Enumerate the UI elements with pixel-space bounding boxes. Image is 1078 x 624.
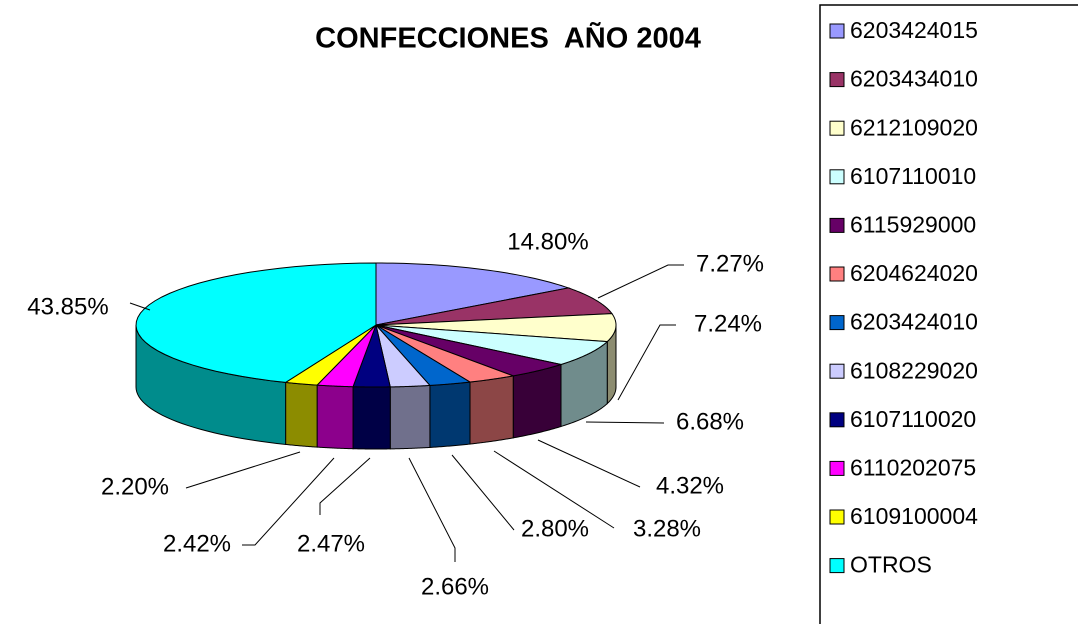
- chart-title: CONFECCIONES AÑO 2004: [315, 21, 701, 55]
- leader-line: [493, 450, 615, 529]
- slice: [284, 324, 377, 386]
- slice: [375, 313, 617, 343]
- leader-line: [537, 439, 641, 488]
- slice: [375, 262, 571, 326]
- data-label: 3.28%: [633, 515, 701, 542]
- legend-swatch: [829, 169, 845, 185]
- legend-label: 6109100004: [850, 503, 978, 529]
- data-label: 2.80%: [521, 515, 589, 542]
- slice: [375, 324, 431, 388]
- slice-side: [512, 363, 562, 439]
- data-label: 2.42%: [163, 530, 231, 557]
- leader-line: [408, 457, 456, 562]
- slice: [375, 287, 613, 326]
- data-label: 2.47%: [297, 530, 365, 557]
- leader-line: [185, 451, 301, 489]
- slice: [352, 323, 391, 388]
- legend-swatch: [829, 509, 845, 525]
- leader-line: [242, 457, 335, 546]
- legend-label: 6107110020: [850, 406, 976, 432]
- legend-swatch: [829, 363, 845, 379]
- legend-label: 6203424015: [850, 17, 978, 43]
- legend-swatch: [829, 120, 845, 136]
- slice-side: [316, 384, 354, 450]
- legend-label: 6110202075: [850, 454, 976, 480]
- legend-swatch: [829, 266, 845, 282]
- data-label: 7.24%: [694, 310, 762, 337]
- legend-swatch: [829, 558, 845, 574]
- legend-label: 6115929000: [850, 211, 976, 237]
- legend-swatch: [829, 217, 845, 233]
- slice-side: [285, 381, 318, 448]
- slice: [375, 324, 609, 366]
- legend-label: 6203434010: [850, 66, 978, 92]
- slice: [375, 324, 516, 383]
- leader-line: [319, 457, 371, 515]
- slice-side: [429, 381, 471, 448]
- legend-swatch: [829, 412, 845, 428]
- slice: [135, 262, 377, 383]
- leader-line: [451, 454, 515, 531]
- leader-line: [585, 421, 665, 424]
- legend-label: 6204624020: [850, 260, 978, 286]
- slice: [375, 324, 472, 386]
- legend-label: 6203424010: [850, 309, 978, 335]
- legend-label: 6108229020: [850, 357, 978, 383]
- legend-label: 6212109020: [850, 114, 978, 140]
- leader-line: [597, 264, 684, 299]
- leader-line: [129, 302, 151, 311]
- legend-swatch: [829, 460, 845, 476]
- legend-swatch: [829, 23, 845, 39]
- legend-label: OTROS: [850, 552, 932, 578]
- legend-label: 6107110010: [850, 163, 976, 189]
- slice-side: [389, 384, 431, 450]
- data-label: 7.27%: [696, 250, 764, 277]
- data-label: 43.85%: [27, 293, 108, 320]
- slice-side: [469, 375, 514, 445]
- legend-swatch: [829, 72, 845, 88]
- slice: [375, 324, 563, 377]
- data-label: 14.80%: [507, 228, 588, 255]
- legend-box: [819, 4, 1078, 624]
- leader-line: [617, 324, 676, 401]
- data-label: 2.20%: [101, 473, 169, 500]
- data-label: 2.66%: [421, 573, 489, 600]
- slice-side: [352, 386, 391, 450]
- data-label: 6.68%: [676, 408, 744, 435]
- data-label: 4.32%: [656, 472, 724, 499]
- legend-swatch: [829, 315, 845, 331]
